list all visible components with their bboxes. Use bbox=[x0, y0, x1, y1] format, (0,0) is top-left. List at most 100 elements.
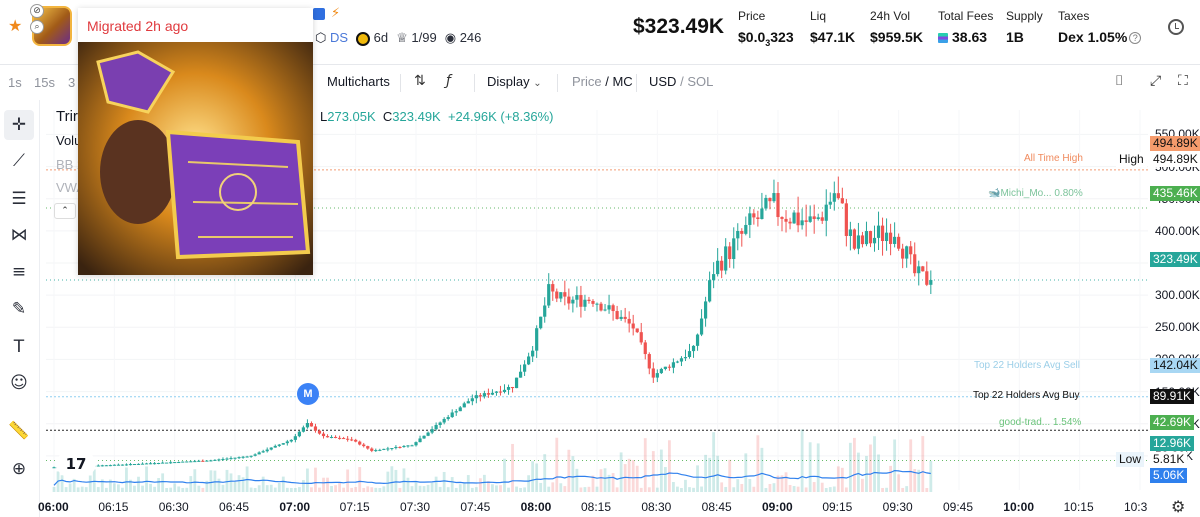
volume-bar bbox=[157, 478, 161, 492]
crosshair-icon[interactable]: ✛ bbox=[4, 110, 34, 140]
candle-body bbox=[788, 221, 792, 224]
volume-bar bbox=[563, 486, 567, 492]
candle-body bbox=[583, 299, 587, 307]
volume-bar bbox=[362, 487, 366, 492]
volume-bar bbox=[213, 470, 217, 492]
volume-bar bbox=[462, 483, 466, 492]
token-age: 6d bbox=[356, 30, 388, 46]
text-icon[interactable]: T bbox=[13, 337, 25, 357]
time-tick: 07:15 bbox=[339, 500, 370, 514]
tradingview-logo[interactable]: 𝟭𝟳 bbox=[56, 449, 96, 479]
candle-body bbox=[804, 220, 808, 222]
volume-bar bbox=[913, 469, 917, 492]
interval-15s[interactable]: 15s bbox=[34, 75, 55, 90]
volume-bar bbox=[60, 475, 64, 492]
pattern-icon[interactable]: ⋈ bbox=[10, 225, 28, 245]
holders-sell-label: Top 22 Holders Avg Sell bbox=[974, 360, 1080, 371]
candle-body bbox=[498, 391, 503, 393]
volume-bar bbox=[756, 435, 760, 492]
candle-body bbox=[305, 423, 310, 428]
volume-bar bbox=[792, 486, 796, 492]
camera-icon[interactable]: ⌷ bbox=[1115, 73, 1124, 89]
volume-bar bbox=[499, 485, 502, 492]
candle-body bbox=[856, 235, 861, 249]
candles-icon[interactable]: ⇅ bbox=[414, 73, 426, 89]
candle-body bbox=[872, 237, 877, 244]
display-button[interactable]: Display ⌄ bbox=[487, 74, 542, 89]
volume-bar bbox=[752, 486, 756, 492]
dexscreener-link[interactable]: ⬡ DS bbox=[315, 30, 349, 46]
candle-body bbox=[289, 439, 293, 442]
candle-body bbox=[675, 361, 680, 363]
volume-bar bbox=[241, 477, 245, 492]
volume-bar bbox=[808, 442, 812, 492]
trendline-icon[interactable]: ⟋ bbox=[13, 151, 25, 171]
candle-body bbox=[655, 373, 659, 378]
volume-bar bbox=[438, 486, 442, 492]
usd-sol-toggle[interactable]: USD / SOL bbox=[649, 74, 714, 89]
price-mc-toggle[interactable]: Price / MC bbox=[572, 74, 633, 89]
multicharts-button[interactable]: Multicharts bbox=[327, 74, 390, 89]
candle-body bbox=[772, 193, 776, 202]
volume-bar bbox=[672, 482, 675, 492]
expand-icon[interactable]: ⛶ bbox=[1178, 73, 1188, 89]
bb-legend[interactable]: BB 2 bbox=[56, 157, 85, 172]
indicators-icon[interactable]: ƒ bbox=[446, 73, 451, 89]
zoom-in-icon[interactable]: ⊕ bbox=[11, 459, 27, 479]
candle-body bbox=[104, 465, 108, 467]
volume-bar bbox=[816, 443, 820, 492]
time-tick: 09:45 bbox=[942, 500, 973, 514]
candle-body bbox=[245, 456, 249, 458]
view-count: ◉ 246 bbox=[444, 30, 482, 46]
symbol-legend[interactable]: Trir bbox=[56, 108, 78, 125]
interval-1s[interactable]: 1s bbox=[8, 75, 22, 90]
horizontal-lines-icon[interactable]: ☰ bbox=[11, 189, 27, 209]
candle-body bbox=[502, 389, 507, 392]
candle-body bbox=[539, 316, 543, 329]
candle-body bbox=[213, 459, 217, 461]
candle-body bbox=[426, 432, 430, 436]
candle-body bbox=[531, 350, 535, 357]
help-icon[interactable]: ? bbox=[1129, 32, 1142, 45]
volume-bar bbox=[889, 465, 892, 492]
volume-bar bbox=[543, 454, 547, 492]
volume-bar bbox=[390, 466, 394, 492]
volume-bar bbox=[310, 487, 313, 492]
ohlc-legend: L273.05K C323.49K +24.96K (+8.36%) bbox=[320, 109, 554, 124]
volume-bar bbox=[836, 466, 840, 492]
gear-icon[interactable]: ⚙ bbox=[1171, 497, 1186, 516]
fullscreen-icon[interactable]: ⤢ bbox=[1150, 73, 1162, 89]
volume-bar bbox=[857, 452, 860, 492]
candle-body bbox=[140, 463, 145, 465]
emoji-icon[interactable]: ☺ bbox=[10, 373, 28, 393]
candle-body bbox=[478, 395, 482, 397]
alarm-clock-icon[interactable] bbox=[1168, 19, 1184, 35]
candle-body bbox=[748, 213, 752, 225]
candle-body bbox=[631, 323, 635, 329]
star-icon[interactable]: ★ bbox=[8, 16, 23, 35]
candles bbox=[52, 176, 933, 469]
volume-bar bbox=[704, 454, 707, 492]
search-image-icon[interactable]: ⌕ bbox=[30, 20, 44, 34]
volume-bar bbox=[551, 482, 555, 492]
chevron-up-icon[interactable]: ⌃ bbox=[54, 203, 76, 219]
vwap-legend[interactable]: VWA bbox=[56, 180, 86, 195]
volume-legend[interactable]: Volu bbox=[56, 133, 82, 148]
interval-more[interactable]: 3 bbox=[68, 75, 76, 90]
candle-body bbox=[832, 193, 836, 202]
candle-body bbox=[265, 449, 269, 452]
ruler-icon[interactable]: 📏 bbox=[8, 421, 30, 441]
candle-body bbox=[342, 438, 346, 440]
volume-bar bbox=[209, 470, 213, 492]
candle-body bbox=[756, 217, 760, 219]
candle-body bbox=[358, 441, 362, 445]
volume-bar bbox=[358, 467, 362, 492]
fib-icon[interactable]: ≡ bbox=[11, 262, 27, 282]
brush-icon[interactable]: ✎ bbox=[11, 299, 27, 319]
volume-bar bbox=[772, 483, 776, 492]
volume-bar bbox=[503, 458, 506, 492]
migration-marker[interactable]: M bbox=[297, 383, 319, 405]
volume-bar bbox=[84, 487, 88, 492]
candle-body bbox=[683, 357, 688, 359]
